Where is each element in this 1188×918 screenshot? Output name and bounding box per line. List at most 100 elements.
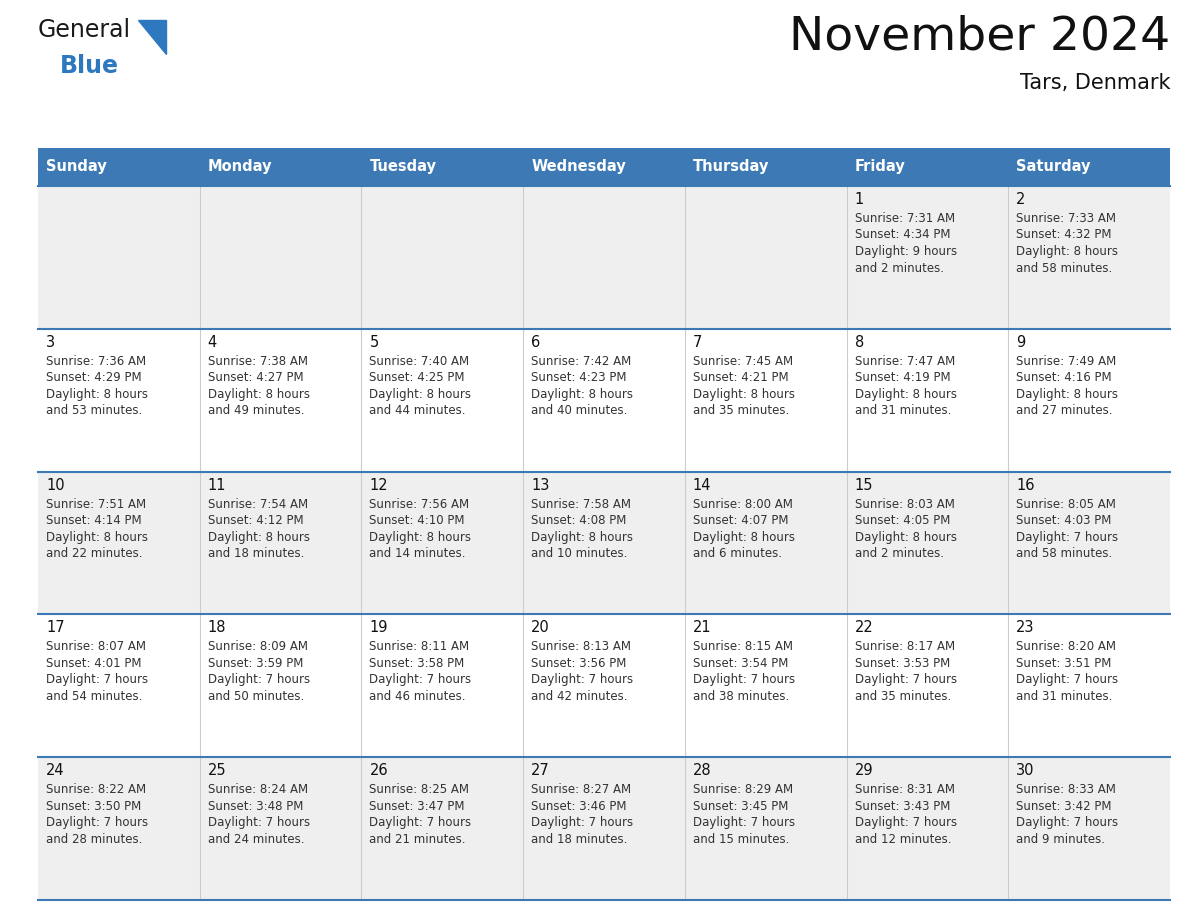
Text: November 2024: November 2024 [789,15,1170,60]
Text: Sunset: 4:29 PM: Sunset: 4:29 PM [46,371,141,385]
Text: and 6 minutes.: and 6 minutes. [693,547,782,560]
Text: and 40 minutes.: and 40 minutes. [531,404,627,418]
Text: Sunset: 3:58 PM: Sunset: 3:58 PM [369,657,465,670]
Bar [847,148,1009,186]
Text: Sunset: 3:45 PM: Sunset: 3:45 PM [693,800,788,812]
Text: Sunset: 4:03 PM: Sunset: 4:03 PM [1016,514,1112,527]
Text: Sunrise: 8:24 AM: Sunrise: 8:24 AM [208,783,308,796]
Text: Sunrise: 8:33 AM: Sunrise: 8:33 AM [1016,783,1117,796]
Text: and 14 minutes.: and 14 minutes. [369,547,466,560]
Text: Daylight: 8 hours: Daylight: 8 hours [1016,245,1118,258]
Text: Sunrise: 8:13 AM: Sunrise: 8:13 AM [531,641,631,654]
Bar [200,148,361,186]
Text: and 24 minutes.: and 24 minutes. [208,833,304,845]
Text: Sunrise: 7:33 AM: Sunrise: 7:33 AM [1016,212,1117,225]
Text: Sunset: 3:48 PM: Sunset: 3:48 PM [208,800,303,812]
Text: 2: 2 [1016,192,1025,207]
Text: Daylight: 7 hours: Daylight: 7 hours [208,674,310,687]
Text: 13: 13 [531,477,550,493]
Text: Sunday: Sunday [46,160,107,174]
Text: 3: 3 [46,335,55,350]
Text: Sunrise: 7:40 AM: Sunrise: 7:40 AM [369,354,469,368]
Text: Sunrise: 8:25 AM: Sunrise: 8:25 AM [369,783,469,796]
Text: Sunset: 3:50 PM: Sunset: 3:50 PM [46,800,141,812]
Text: 11: 11 [208,477,226,493]
Text: Daylight: 7 hours: Daylight: 7 hours [1016,816,1118,829]
Text: Sunrise: 7:31 AM: Sunrise: 7:31 AM [854,212,955,225]
Text: Sunrise: 8:03 AM: Sunrise: 8:03 AM [854,498,954,510]
Text: Daylight: 8 hours: Daylight: 8 hours [531,387,633,401]
Text: Sunset: 3:59 PM: Sunset: 3:59 PM [208,657,303,670]
Text: Sunrise: 7:47 AM: Sunrise: 7:47 AM [854,354,955,368]
Text: Sunset: 4:27 PM: Sunset: 4:27 PM [208,371,303,385]
Text: Saturday: Saturday [1016,160,1091,174]
Bar [38,148,200,186]
Text: Sunset: 4:12 PM: Sunset: 4:12 PM [208,514,303,527]
Text: 15: 15 [854,477,873,493]
Text: 23: 23 [1016,621,1035,635]
Text: Daylight: 7 hours: Daylight: 7 hours [1016,531,1118,543]
Text: and 2 minutes.: and 2 minutes. [854,547,943,560]
Text: Daylight: 7 hours: Daylight: 7 hours [693,816,795,829]
Text: Sunset: 4:16 PM: Sunset: 4:16 PM [1016,371,1112,385]
Text: Sunrise: 8:09 AM: Sunrise: 8:09 AM [208,641,308,654]
Text: and 58 minutes.: and 58 minutes. [1016,547,1112,560]
Text: Sunset: 4:14 PM: Sunset: 4:14 PM [46,514,141,527]
Text: Daylight: 8 hours: Daylight: 8 hours [46,387,148,401]
Text: Daylight: 7 hours: Daylight: 7 hours [369,674,472,687]
Text: Sunrise: 7:42 AM: Sunrise: 7:42 AM [531,354,631,368]
Bar [523,148,684,186]
Text: Sunset: 3:46 PM: Sunset: 3:46 PM [531,800,626,812]
Text: 30: 30 [1016,763,1035,778]
Text: Sunset: 3:51 PM: Sunset: 3:51 PM [1016,657,1112,670]
Text: 14: 14 [693,477,712,493]
Text: Daylight: 8 hours: Daylight: 8 hours [46,531,148,543]
Text: 18: 18 [208,621,226,635]
Bar [38,329,1170,472]
Text: Daylight: 8 hours: Daylight: 8 hours [531,531,633,543]
Text: Wednesday: Wednesday [531,160,626,174]
Text: 29: 29 [854,763,873,778]
Text: Sunrise: 8:05 AM: Sunrise: 8:05 AM [1016,498,1117,510]
Text: Sunrise: 8:20 AM: Sunrise: 8:20 AM [1016,641,1117,654]
Polygon shape [138,20,166,54]
Text: and 18 minutes.: and 18 minutes. [208,547,304,560]
Text: Sunrise: 8:15 AM: Sunrise: 8:15 AM [693,641,792,654]
Text: and 38 minutes.: and 38 minutes. [693,690,789,703]
Text: Sunset: 3:42 PM: Sunset: 3:42 PM [1016,800,1112,812]
Text: Sunset: 4:21 PM: Sunset: 4:21 PM [693,371,789,385]
Text: 5: 5 [369,335,379,350]
Text: Daylight: 9 hours: Daylight: 9 hours [854,245,956,258]
Text: and 50 minutes.: and 50 minutes. [208,690,304,703]
Text: 27: 27 [531,763,550,778]
Text: 21: 21 [693,621,712,635]
Text: 1: 1 [854,192,864,207]
Text: Sunrise: 8:31 AM: Sunrise: 8:31 AM [854,783,955,796]
Bar [684,148,847,186]
Text: 25: 25 [208,763,227,778]
Text: 7: 7 [693,335,702,350]
Text: 16: 16 [1016,477,1035,493]
Text: Sunset: 3:43 PM: Sunset: 3:43 PM [854,800,950,812]
Text: and 18 minutes.: and 18 minutes. [531,833,627,845]
Text: and 9 minutes.: and 9 minutes. [1016,833,1105,845]
Text: Daylight: 7 hours: Daylight: 7 hours [46,674,148,687]
Text: and 15 minutes.: and 15 minutes. [693,833,789,845]
Text: and 12 minutes.: and 12 minutes. [854,833,952,845]
Text: Sunset: 4:08 PM: Sunset: 4:08 PM [531,514,626,527]
Text: Daylight: 7 hours: Daylight: 7 hours [208,816,310,829]
Text: Sunset: 4:32 PM: Sunset: 4:32 PM [1016,229,1112,241]
Bar [38,757,1170,900]
Text: Daylight: 8 hours: Daylight: 8 hours [208,387,310,401]
Text: Tuesday: Tuesday [369,160,436,174]
Text: Sunrise: 8:00 AM: Sunrise: 8:00 AM [693,498,792,510]
Text: Sunset: 3:54 PM: Sunset: 3:54 PM [693,657,788,670]
Text: and 54 minutes.: and 54 minutes. [46,690,143,703]
Bar [361,148,523,186]
Text: 9: 9 [1016,335,1025,350]
Text: 20: 20 [531,621,550,635]
Text: and 53 minutes.: and 53 minutes. [46,404,143,418]
Text: and 58 minutes.: and 58 minutes. [1016,262,1112,274]
Text: and 10 minutes.: and 10 minutes. [531,547,627,560]
Text: Sunrise: 8:27 AM: Sunrise: 8:27 AM [531,783,631,796]
